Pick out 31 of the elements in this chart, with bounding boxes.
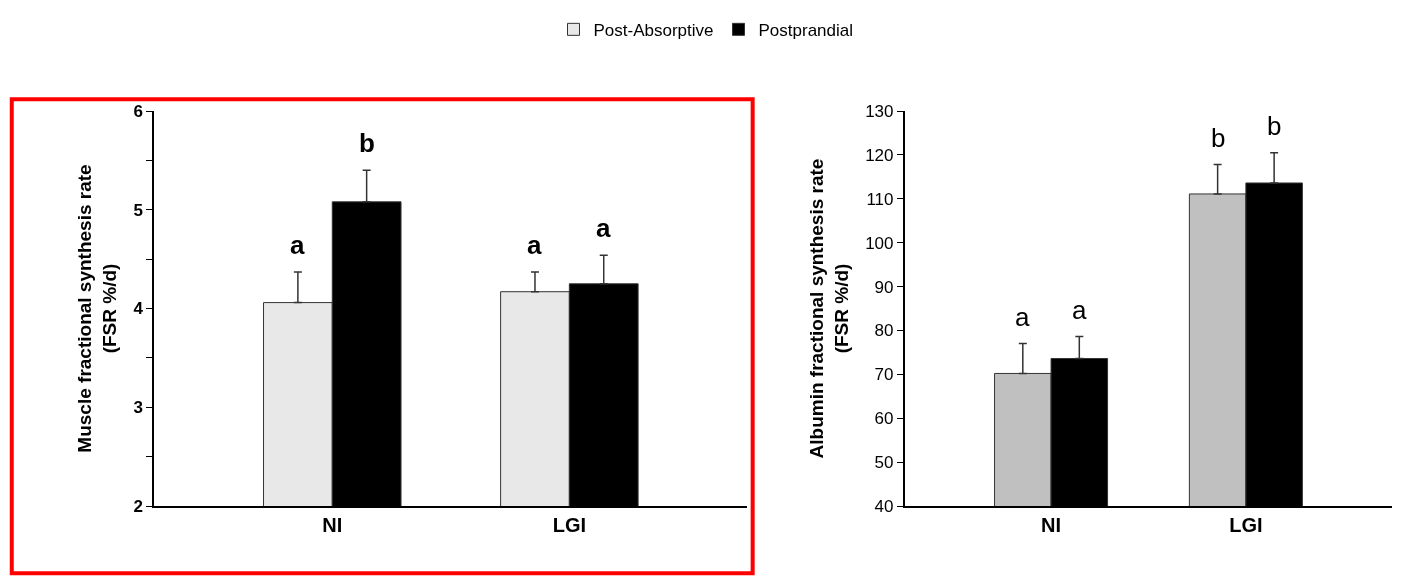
y-tick-label: 60 — [874, 409, 894, 429]
y-axis-title: Muscle fractional synthesis rate (FSR %/d) — [74, 164, 120, 453]
x-tick-label: LGI — [1229, 514, 1263, 536]
y-tick-label: 3 — [133, 398, 144, 418]
annotation: a — [1015, 302, 1030, 332]
annotation: a — [290, 230, 305, 260]
y-tick-label: 4 — [133, 299, 144, 319]
annotation: b — [1211, 123, 1226, 153]
annotation: b — [1267, 111, 1282, 141]
y-tick-label: 90 — [874, 277, 894, 297]
y-tick-label: 50 — [874, 453, 894, 473]
y-tick-label: 5 — [133, 200, 144, 220]
x-tick-label: NI — [322, 514, 343, 536]
y-tick-label: 80 — [874, 321, 894, 341]
annotation: a — [527, 230, 542, 260]
x-tick-label: NI — [1041, 514, 1062, 536]
x-tick-label: LGI — [552, 514, 587, 536]
annotation: a — [1072, 295, 1087, 325]
annotation: a — [596, 213, 611, 243]
legend-label: Postprandial — [758, 20, 854, 40]
annotation: b — [359, 128, 375, 158]
y-tick-label: 130 — [865, 101, 894, 121]
y-tick-label: 6 — [133, 101, 144, 121]
y-tick-label: 2 — [133, 496, 144, 516]
y-tick-label: 40 — [874, 496, 894, 516]
y-tick-label: 100 — [865, 233, 894, 253]
y-axis-title: Albumin fractional synthesis rate (FSR %/d) — [805, 158, 852, 459]
y-tick-label: 110 — [866, 189, 894, 209]
y-tick-label: 120 — [865, 145, 894, 165]
y-tick-label: 70 — [874, 365, 894, 385]
legend-label: Post-Absorptive — [593, 20, 714, 40]
